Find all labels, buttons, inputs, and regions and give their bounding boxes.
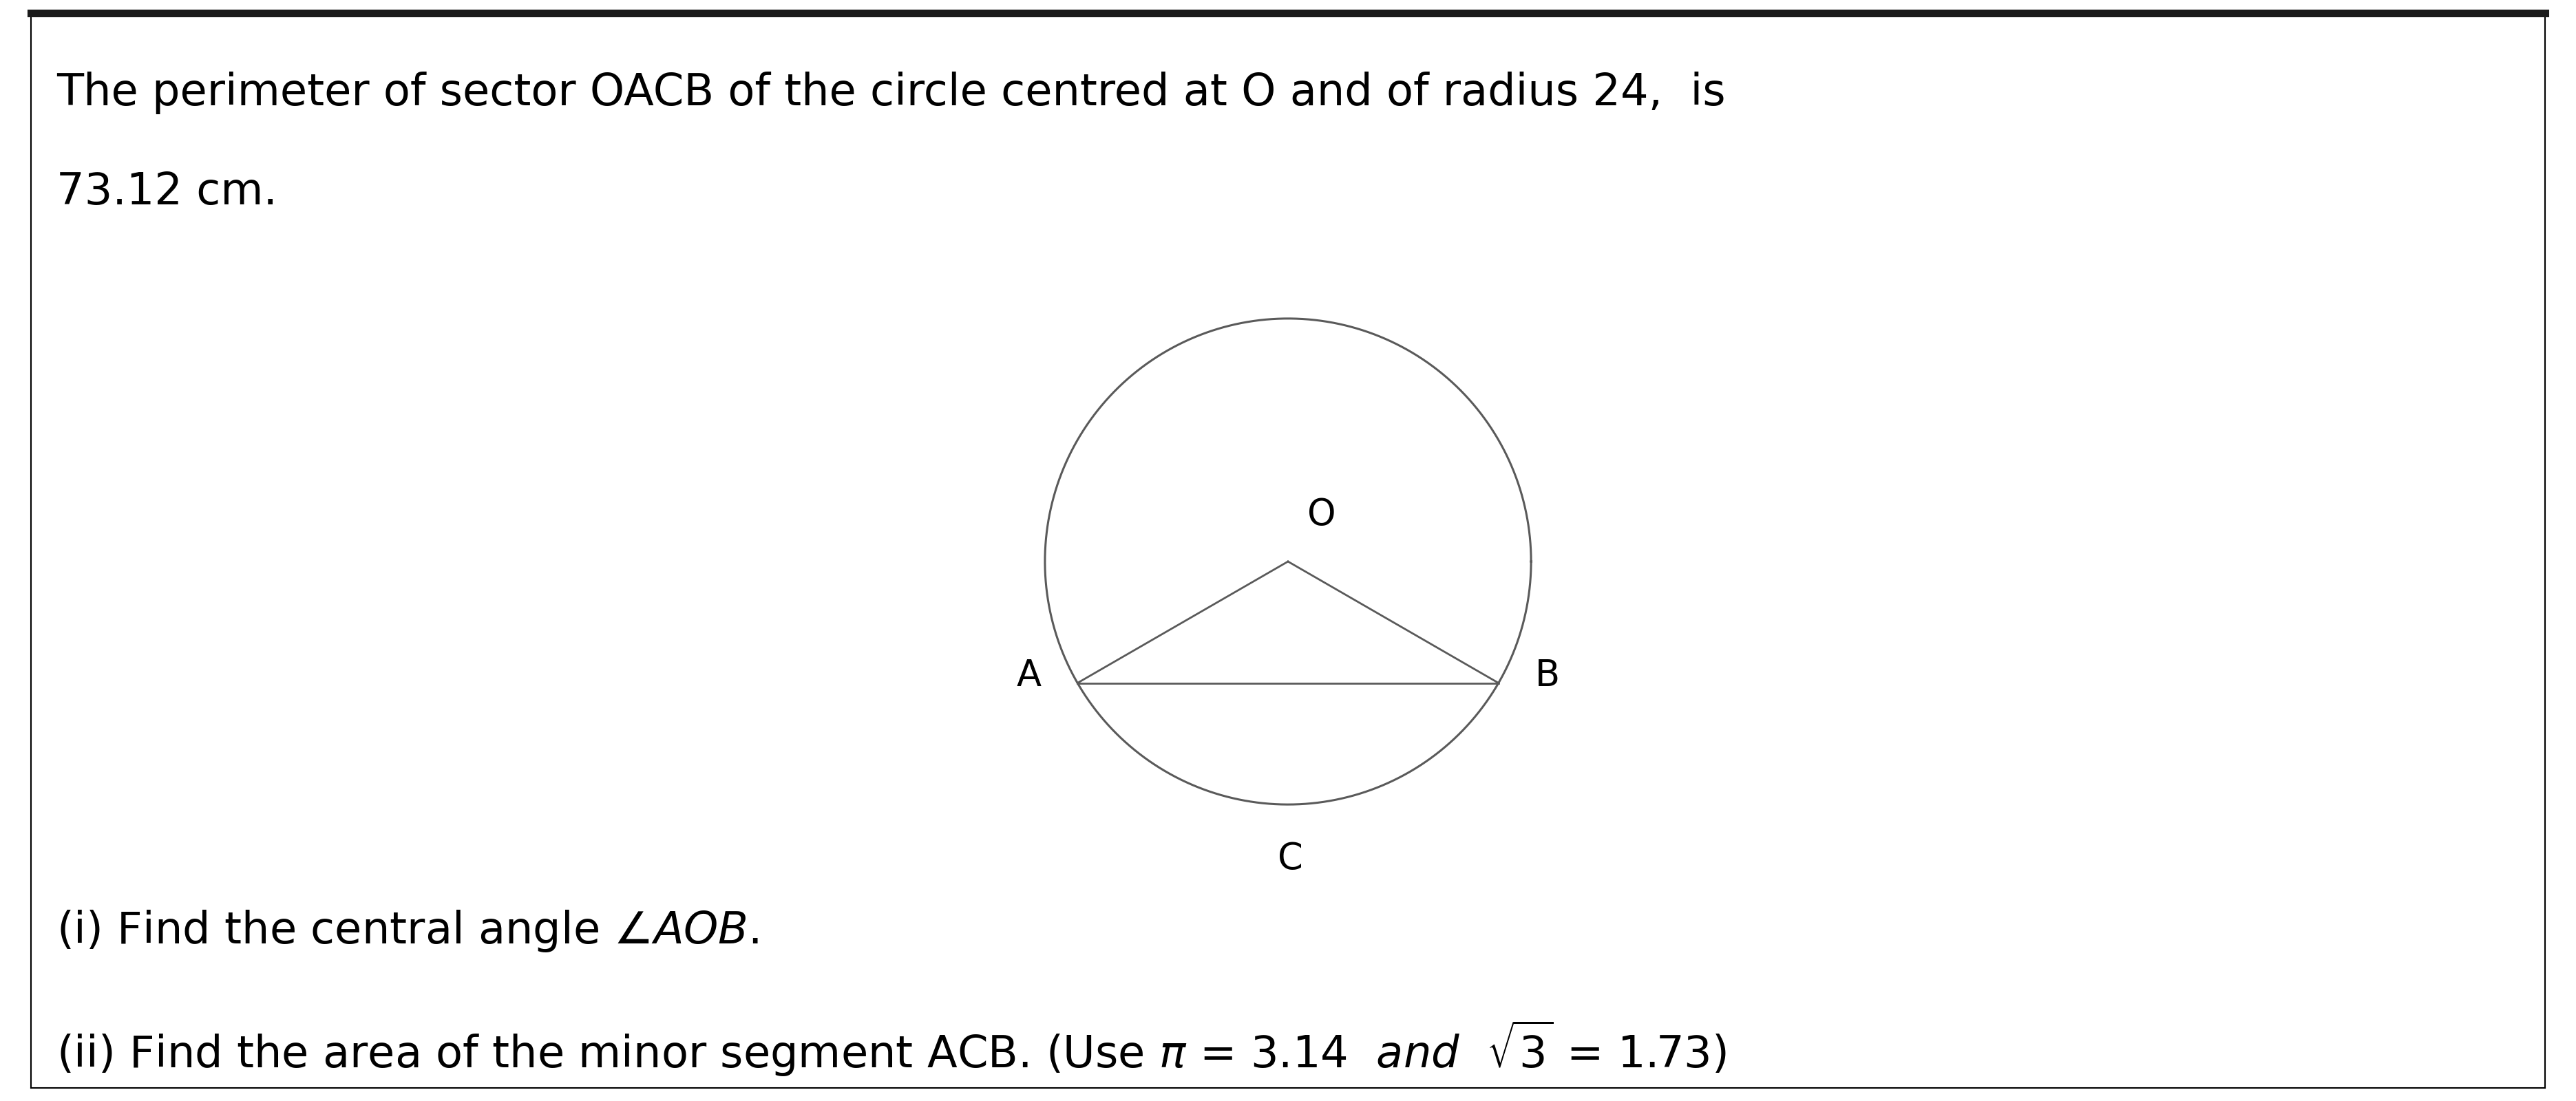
Text: 73.12 cm.: 73.12 cm. xyxy=(57,171,278,214)
Text: The perimeter of sector OACB of the circle centred at O and of radius 24,  is: The perimeter of sector OACB of the circ… xyxy=(57,72,1726,115)
Text: A: A xyxy=(1015,657,1041,694)
Text: O: O xyxy=(1309,497,1337,533)
Text: (i) Find the central angle $\angle AOB$.: (i) Find the central angle $\angle AOB$. xyxy=(57,908,760,953)
Text: C: C xyxy=(1278,841,1303,876)
Text: B: B xyxy=(1535,657,1561,694)
Text: (ii) Find the area of the minor segment ACB. (Use $\pi$ = 3.14  $\mathit{and}$  : (ii) Find the area of the minor segment … xyxy=(57,1018,1726,1078)
